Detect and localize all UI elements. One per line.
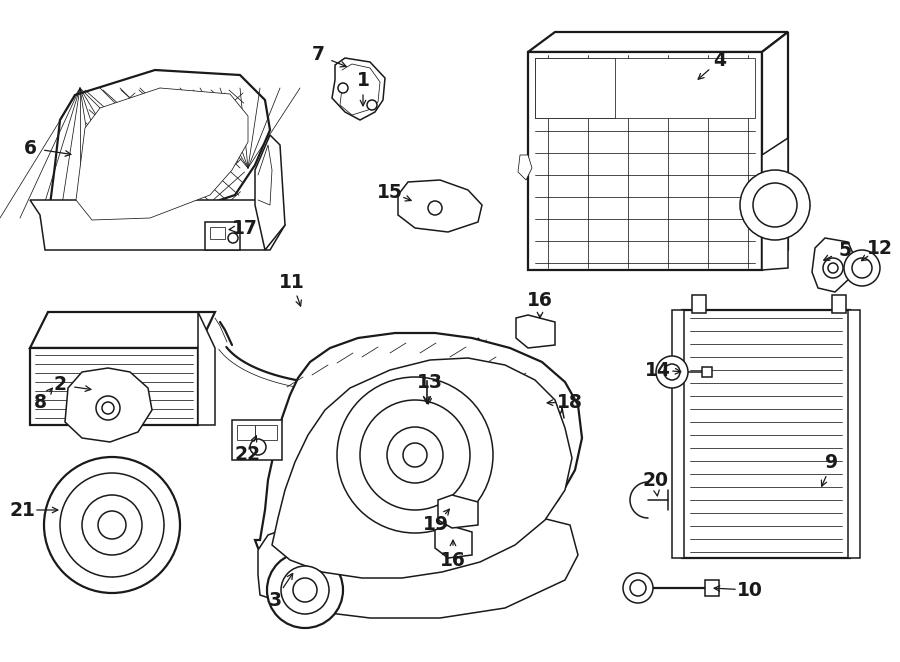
Polygon shape: [198, 312, 215, 425]
Circle shape: [60, 473, 164, 577]
Circle shape: [228, 233, 238, 243]
Circle shape: [740, 170, 810, 240]
Text: 16: 16: [527, 291, 553, 310]
Circle shape: [360, 400, 470, 510]
Bar: [205, 222, 240, 250]
Circle shape: [852, 258, 872, 278]
Text: 16: 16: [440, 551, 466, 569]
Text: 2: 2: [53, 375, 67, 395]
Circle shape: [403, 443, 427, 467]
Bar: [237, 425, 255, 440]
Text: 20: 20: [642, 471, 668, 489]
Text: 15: 15: [377, 183, 403, 201]
Text: 22: 22: [235, 446, 261, 465]
Bar: [255, 425, 277, 440]
Bar: [672, 310, 684, 558]
Circle shape: [623, 573, 653, 603]
Circle shape: [338, 83, 348, 93]
Text: 13: 13: [417, 373, 443, 391]
Polygon shape: [435, 525, 472, 558]
Circle shape: [828, 263, 838, 273]
Bar: [702, 367, 712, 377]
Polygon shape: [76, 88, 248, 220]
Circle shape: [293, 578, 317, 602]
Text: 18: 18: [557, 393, 583, 412]
Polygon shape: [762, 138, 788, 270]
Circle shape: [281, 566, 329, 614]
Polygon shape: [528, 52, 762, 270]
Polygon shape: [518, 155, 532, 180]
Bar: [692, 295, 706, 313]
Bar: [682, 310, 850, 558]
Polygon shape: [332, 58, 385, 120]
Polygon shape: [255, 333, 582, 582]
Circle shape: [82, 495, 142, 555]
Polygon shape: [50, 70, 270, 230]
Text: 6: 6: [23, 138, 37, 158]
Polygon shape: [30, 200, 285, 250]
Text: 8: 8: [33, 393, 47, 412]
Circle shape: [250, 439, 266, 455]
Circle shape: [823, 258, 843, 278]
Circle shape: [44, 457, 180, 593]
Polygon shape: [258, 505, 578, 618]
Circle shape: [367, 100, 377, 110]
Bar: [832, 295, 846, 313]
Text: 21: 21: [9, 500, 35, 520]
Text: 1: 1: [356, 70, 369, 89]
Circle shape: [656, 356, 688, 388]
Circle shape: [753, 183, 797, 227]
Polygon shape: [812, 238, 855, 292]
Bar: [232, 420, 282, 460]
Bar: [535, 58, 615, 118]
Circle shape: [98, 511, 126, 539]
Circle shape: [387, 427, 443, 483]
Circle shape: [102, 402, 114, 414]
Text: 4: 4: [714, 50, 726, 70]
Text: 5: 5: [839, 240, 851, 260]
Polygon shape: [438, 495, 478, 528]
Polygon shape: [30, 348, 198, 425]
Polygon shape: [65, 368, 152, 442]
Polygon shape: [30, 312, 215, 348]
Text: 12: 12: [867, 238, 893, 258]
Text: 3: 3: [268, 591, 282, 610]
Polygon shape: [528, 32, 788, 52]
Bar: [848, 310, 860, 558]
Polygon shape: [272, 358, 572, 578]
Bar: [210, 227, 225, 239]
Text: 14: 14: [645, 361, 670, 379]
Circle shape: [267, 552, 343, 628]
Circle shape: [630, 580, 646, 596]
Circle shape: [428, 201, 442, 215]
Circle shape: [96, 396, 120, 420]
Bar: [535, 58, 755, 118]
Text: 17: 17: [232, 218, 258, 238]
Text: 7: 7: [311, 46, 325, 64]
Polygon shape: [516, 315, 555, 348]
Text: 9: 9: [825, 453, 839, 473]
Bar: [705, 580, 719, 596]
Circle shape: [844, 250, 880, 286]
Polygon shape: [398, 180, 482, 232]
Polygon shape: [762, 32, 788, 270]
Circle shape: [337, 377, 493, 533]
Text: 19: 19: [423, 516, 449, 534]
Text: 10: 10: [737, 581, 763, 600]
Polygon shape: [255, 135, 285, 250]
Circle shape: [664, 364, 680, 380]
Text: 11: 11: [279, 273, 305, 291]
